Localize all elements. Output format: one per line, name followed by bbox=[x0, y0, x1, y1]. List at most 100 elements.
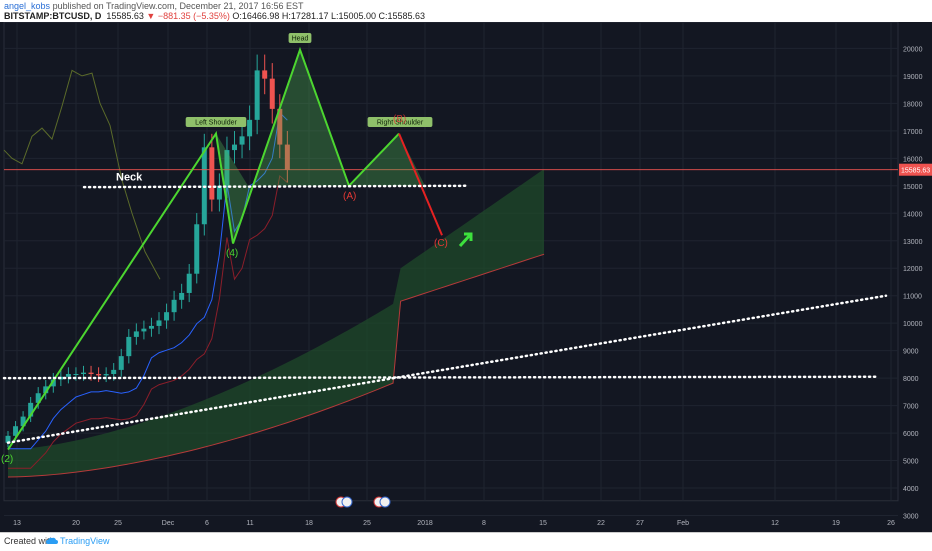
y-tick-label: 13000 bbox=[903, 239, 923, 246]
candle-body bbox=[164, 312, 170, 321]
last-price-tag bbox=[899, 163, 932, 176]
trendline-dotted bbox=[6, 294, 888, 444]
candle-body bbox=[133, 331, 139, 337]
candle-body bbox=[5, 435, 11, 443]
time-axis[interactable]: 13 20 25 Dec 6 11 18 25 2018 8 15 22 27 Feb 12 19 26 bbox=[13, 520, 895, 527]
pattern-green-line bbox=[7, 46, 400, 451]
y-tick-label: 3000 bbox=[903, 514, 919, 521]
candle-body bbox=[186, 273, 192, 293]
candle bbox=[216, 173, 222, 212]
y-tick-label: 9000 bbox=[903, 349, 919, 356]
publish-text: published on TradingView.com, December 2… bbox=[52, 1, 304, 11]
x-tick-label: 27 bbox=[636, 520, 644, 527]
event-dot-right bbox=[379, 496, 391, 508]
y-tick-label: 20000 bbox=[903, 46, 923, 53]
wave-b-label: (B) bbox=[393, 114, 406, 125]
wave-2-label: (2) bbox=[1, 454, 13, 465]
publish-info: angel_kobs published on TradingView.com,… bbox=[4, 1, 304, 11]
x-tick-label: 11 bbox=[246, 520, 253, 527]
head-label: Head bbox=[292, 36, 309, 43]
event-marker-icon bbox=[373, 496, 391, 508]
pattern-drawings bbox=[2, 46, 898, 451]
head-label-box bbox=[288, 33, 312, 43]
candle bbox=[148, 317, 154, 337]
x-tick-label: 12 bbox=[771, 520, 779, 527]
candle-body bbox=[224, 150, 230, 186]
candle bbox=[284, 130, 290, 183]
candle bbox=[133, 323, 139, 345]
candle-body bbox=[209, 147, 215, 200]
left-shoulder-label-box bbox=[185, 117, 247, 127]
candle-body bbox=[81, 372, 86, 375]
candle bbox=[277, 94, 283, 159]
candle bbox=[171, 290, 177, 321]
x-tick-label: Feb bbox=[677, 520, 689, 527]
candle bbox=[65, 367, 71, 384]
candle-body bbox=[179, 292, 185, 300]
candle bbox=[262, 54, 268, 95]
y-tick-label: 16000 bbox=[903, 156, 923, 163]
candle bbox=[179, 283, 185, 309]
y-tick-label: 11000 bbox=[903, 294, 922, 301]
x-tick-label: 8 bbox=[482, 520, 486, 527]
author-link[interactable]: angel_kobs bbox=[4, 1, 51, 11]
event-markers bbox=[335, 496, 391, 508]
wave-c-label: (C) bbox=[434, 238, 448, 249]
candle bbox=[194, 213, 200, 284]
chikou-line bbox=[3, 69, 161, 280]
candle-body bbox=[232, 144, 237, 151]
symbol-label: BITSTAMP:BTCUSD, D bbox=[4, 11, 102, 21]
candle bbox=[141, 320, 147, 340]
cloud-area bbox=[8, 169, 545, 478]
tenkan-line bbox=[8, 174, 288, 469]
ohlc-values: O:16466.98 H:17281.17 L:15005.00 C:15585… bbox=[232, 11, 426, 21]
candle bbox=[269, 63, 275, 124]
neck-label: Neck bbox=[116, 171, 143, 183]
wave-a-label: (A) bbox=[343, 191, 356, 202]
candle bbox=[186, 263, 192, 303]
candle-body bbox=[269, 78, 275, 109]
candle-body bbox=[65, 374, 71, 377]
price-axis[interactable]: 3000 4000 5000 6000 7000 8000 9000 10000 11000 12… bbox=[899, 46, 932, 521]
ichimoku-cloud bbox=[7, 169, 545, 478]
candle bbox=[28, 397, 34, 423]
wave-4-label: (4) bbox=[226, 248, 238, 259]
last-price: 15585.63 bbox=[106, 11, 144, 21]
price-chart[interactable]: Head Left Shoulder Right Shoulder Neck (2) (4… bbox=[0, 22, 932, 532]
x-tick-label: Dec bbox=[162, 520, 175, 527]
x-tick-label: 18 bbox=[305, 520, 313, 527]
candle-body bbox=[148, 325, 154, 329]
candle bbox=[239, 122, 245, 159]
candle-body bbox=[118, 356, 124, 370]
candle bbox=[103, 367, 109, 383]
pattern-fill bbox=[216, 49, 425, 244]
x-tick-label: 22 bbox=[597, 520, 605, 527]
candle bbox=[5, 430, 11, 448]
cloud-lower-line bbox=[7, 253, 545, 478]
candle-body bbox=[28, 402, 34, 417]
x-tick-label: 13 bbox=[13, 520, 21, 527]
y-tick-label: 14000 bbox=[903, 211, 923, 218]
y-tick-label: 8000 bbox=[903, 376, 919, 383]
event-marker-icon bbox=[335, 496, 353, 508]
x-tick-label: 26 bbox=[887, 520, 895, 527]
tradingview-brand[interactable]: TradingView bbox=[60, 536, 110, 546]
candle bbox=[164, 303, 170, 329]
candle-body bbox=[35, 393, 41, 403]
candle-body bbox=[171, 299, 177, 313]
candle-body bbox=[254, 70, 260, 120]
y-tick-label: 5000 bbox=[903, 459, 919, 466]
price-change: ▼ −881.35 (−5.35%) bbox=[146, 11, 230, 21]
candle-body bbox=[13, 426, 19, 436]
candle bbox=[232, 130, 237, 164]
footer-bar: Created with TradingView bbox=[0, 532, 932, 551]
up-arrow-icon bbox=[458, 232, 473, 248]
x-tick-label: 6 bbox=[205, 520, 209, 527]
y-tick-label: 7000 bbox=[903, 404, 919, 411]
candle-body bbox=[103, 374, 109, 376]
candle-body bbox=[88, 372, 94, 375]
left-shoulder-label: Left Shoulder bbox=[195, 120, 237, 127]
right-shoulder-label: Right Shoulder bbox=[377, 120, 424, 127]
candle-body bbox=[277, 108, 283, 145]
candle bbox=[156, 312, 162, 335]
